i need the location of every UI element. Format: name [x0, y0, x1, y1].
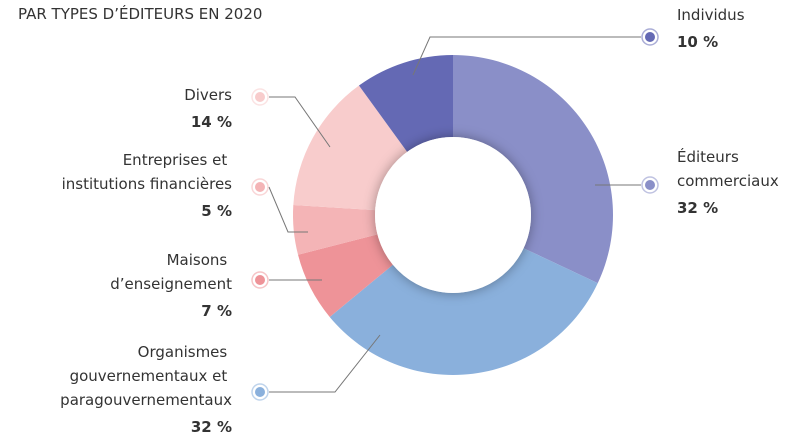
donut-slice: [293, 204, 378, 255]
value-label: 7 %: [201, 302, 232, 320]
value-label: 14 %: [191, 113, 232, 131]
value-label: 10 %: [677, 33, 718, 51]
marker-dot: [645, 180, 655, 190]
donut-hole: [375, 137, 531, 293]
leader-line: [269, 96, 331, 148]
donut-slice: [453, 55, 613, 284]
value-label: 5 %: [201, 202, 232, 220]
donut-slice: [298, 234, 393, 317]
value-label: 32 %: [191, 418, 232, 436]
marker-dot: [255, 387, 265, 397]
leader-line: [269, 334, 381, 393]
leader-line: [268, 186, 308, 233]
marker-dot: [255, 275, 265, 285]
value-label: 32 %: [677, 199, 718, 217]
slice-label: Maisons d’enseignement: [110, 251, 232, 293]
slice-label: Éditeurs commerciaux: [677, 147, 779, 190]
marker-dot: [255, 182, 265, 192]
donut-slice: [329, 248, 598, 376]
slice-label: Individus: [677, 6, 745, 24]
chart-title: PAR TYPES D’ÉDITEURS EN 2020: [18, 4, 262, 23]
slice-label: Organismes gouvernementaux et paragouver…: [60, 343, 232, 409]
donut-slice: [293, 85, 408, 211]
donut-slice: [358, 55, 453, 152]
leader-line: [412, 36, 641, 76]
slice-label: Entreprises et institutions financières: [62, 151, 233, 193]
marker-dot: [255, 92, 265, 102]
marker-dot: [645, 32, 655, 42]
slice-label: Divers: [184, 86, 232, 104]
